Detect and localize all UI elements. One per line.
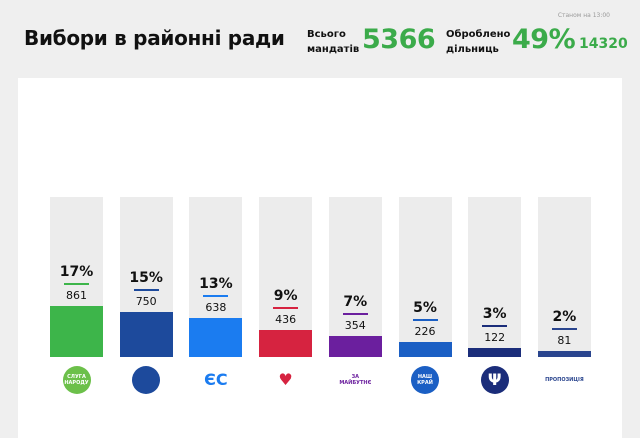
party-logo-icon: ЄС: [201, 366, 230, 394]
party-bar-column: 15% 750: [119, 197, 173, 357]
mandates-total: 5366: [362, 24, 436, 55]
party-logo-icon: НАШ КРАЙ: [411, 366, 439, 394]
party-logo-icon: [132, 366, 161, 394]
party-seats: 354: [344, 319, 366, 332]
party-bar-fill: [189, 318, 243, 357]
percent-underline: [551, 328, 577, 330]
party-percent: 5%: [413, 300, 437, 316]
party-seats: 638: [205, 301, 227, 314]
party-bar-fill: [468, 348, 522, 357]
party-bar-column: 5% 226: [398, 197, 452, 357]
percent-underline: [273, 307, 299, 309]
party-bar-fill: [119, 312, 173, 357]
processed-label-line1: Оброблено: [446, 29, 511, 40]
party-seats: 861: [66, 289, 87, 302]
percent-underline: [203, 295, 229, 297]
mandates-label-line1: Всього: [307, 29, 346, 40]
party-bar-column: 9% 436: [259, 197, 313, 357]
party-bar-column: 3% 122: [468, 197, 522, 357]
party-bar-column: 13% 638: [189, 197, 243, 357]
percent-underline: [482, 325, 508, 327]
percent-underline: [342, 313, 368, 315]
as-of-time: Станом на 13:00: [557, 12, 610, 19]
party-bar-column: 2% 81: [537, 197, 591, 357]
party-bar-fill: [50, 306, 103, 357]
party-seats: 122: [484, 331, 506, 344]
party-bar-fill: [398, 342, 452, 357]
party-percent: 2%: [552, 309, 577, 325]
party-logo-icon: ЗА МАЙБУТНЄ: [339, 366, 371, 394]
processed-label: Оброблено дільниць: [446, 27, 510, 57]
party-logo-icon: ♥: [271, 366, 300, 394]
results-card: 17% 861 СЛУГА НАРОДУ 15% 750 13% 638 ЄС 9% 436 ♥ 7%…: [18, 78, 622, 438]
party-bar-fill: [328, 336, 382, 357]
party-percent: 13%: [199, 276, 233, 292]
party-seats: 436: [275, 313, 297, 326]
percent-underline: [133, 289, 159, 291]
party-percent: 9%: [273, 288, 298, 304]
party-percent: 3%: [482, 306, 507, 322]
precincts-count: 14320: [579, 36, 628, 52]
party-logo-icon: СЛУГА НАРОДУ: [62, 366, 91, 394]
percent-underline: [412, 319, 438, 321]
party-bar-column: 7% 354: [328, 197, 382, 357]
party-seats: 226: [414, 325, 436, 338]
party-bar-fill: [259, 330, 313, 357]
party-logo-icon: ПРОПОЗИЦІЯ: [545, 366, 584, 394]
processed-percent: 49%: [512, 24, 576, 55]
party-seats: 81: [557, 334, 572, 347]
party-bar-fill: [537, 351, 591, 357]
mandates-label: Всього мандатів: [307, 27, 359, 57]
mandates-label-line2: мандатів: [307, 44, 360, 55]
percent-underline: [64, 283, 89, 285]
party-logo-icon: Ψ: [480, 366, 509, 394]
page-title: Вибори в районні ради: [24, 26, 285, 50]
party-bar-column: 17% 861: [50, 197, 103, 357]
party-seats: 750: [135, 295, 157, 308]
party-percent: 7%: [343, 294, 368, 310]
party-percent: 17%: [59, 264, 94, 280]
party-percent: 15%: [129, 270, 163, 286]
processed-label-line2: дільниць: [446, 44, 499, 55]
